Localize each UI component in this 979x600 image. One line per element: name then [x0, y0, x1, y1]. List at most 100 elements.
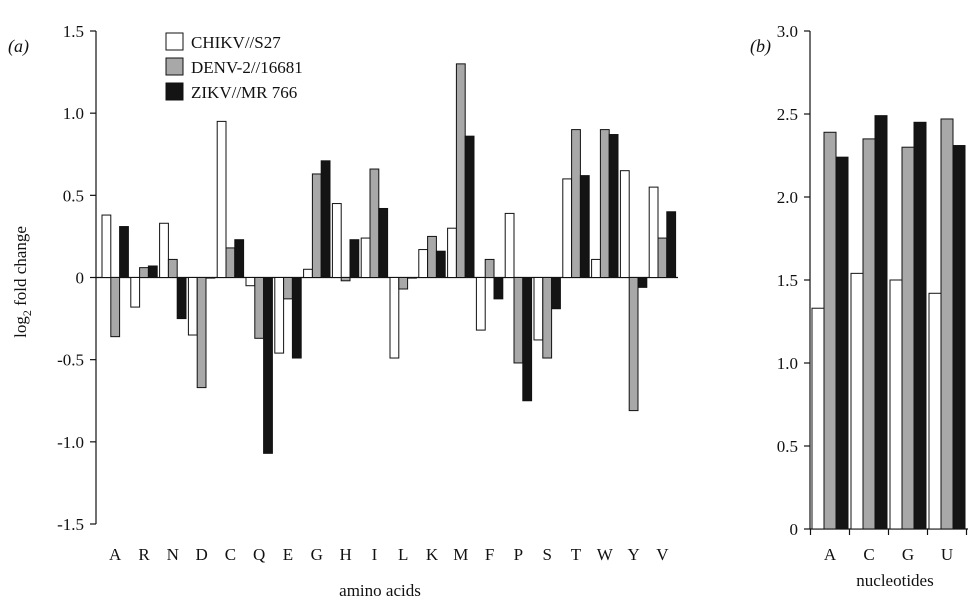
y-tick-label: -0.5 [57, 351, 84, 370]
x-tick-label: N [167, 545, 179, 564]
bar-denv [513, 277, 524, 364]
bar-zikv [835, 156, 849, 530]
x-tick-label: H [339, 545, 351, 564]
bar-denv [254, 277, 265, 339]
x-tick-label: P [514, 545, 523, 564]
x-tick-label: I [372, 545, 378, 564]
x-axis-title: amino acids [339, 581, 421, 600]
bar-denv [139, 267, 149, 279]
x-tick-label: A [824, 545, 837, 564]
legend-label: CHIKV//S27 [191, 33, 281, 52]
legend-label: DENV-2//16681 [191, 58, 303, 77]
y-tick-label: 0.5 [63, 186, 84, 205]
x-tick-label: D [195, 545, 207, 564]
bar-zikv [147, 265, 158, 279]
bar-chikv [418, 249, 429, 279]
y-tick-label: 1.0 [63, 104, 84, 123]
x-tick-label: E [283, 545, 293, 564]
x-tick-label: M [453, 545, 468, 564]
bar-zikv [551, 277, 561, 310]
bar-zikv [263, 277, 273, 454]
bar-chikv [447, 227, 457, 278]
bar-zikv [291, 277, 302, 359]
bar-denv [657, 237, 668, 278]
bar-zikv [637, 277, 648, 288]
bar-zikv [579, 175, 590, 278]
bar-denv [599, 129, 610, 278]
bar-zikv [205, 277, 216, 279]
bar-zikv [407, 277, 417, 279]
x-tick-label: U [941, 545, 953, 564]
y-tick-label: 0.5 [777, 437, 798, 456]
y-tick-label: 1.5 [777, 271, 798, 290]
bar-denv [196, 277, 207, 389]
legend-swatch-zikv [165, 82, 184, 101]
x-tick-label: K [426, 545, 439, 564]
y-tick-label: 2.0 [777, 188, 798, 207]
y-tick-label: 1.5 [63, 22, 84, 41]
bar-chikv [504, 212, 515, 278]
bar-chikv [591, 258, 601, 279]
bar-zikv [176, 277, 187, 320]
legend-label: ZIKV//MR 766 [191, 83, 297, 102]
bar-chikv [475, 277, 486, 331]
bar-chikv [303, 268, 313, 278]
bar-denv [167, 258, 178, 279]
bar-denv [571, 129, 581, 278]
bar-denv [398, 277, 409, 290]
y-tick-label: 3.0 [777, 22, 798, 41]
y-tick-label: 2.5 [777, 105, 798, 124]
bar-denv [311, 173, 322, 278]
bar-chikv [850, 272, 864, 530]
bar-chikv [159, 222, 169, 279]
bar-zikv [435, 250, 446, 278]
y-axis-title-subscript: 2 [20, 310, 34, 316]
bar-zikv [378, 207, 389, 278]
bar-chikv [811, 307, 825, 530]
bar-zikv [464, 135, 475, 278]
x-tick-label: R [138, 545, 150, 564]
bar-zikv [349, 239, 360, 279]
y-tick-label: 0 [790, 520, 799, 539]
bar-chikv [648, 186, 659, 278]
bar-denv [542, 277, 553, 359]
bar-denv [823, 131, 837, 530]
bar-denv [901, 146, 915, 530]
bar-denv [940, 118, 954, 530]
bar-chikv [331, 203, 342, 278]
y-tick-label: -1.0 [57, 433, 84, 452]
bar-denv [484, 258, 495, 279]
bar-denv [225, 247, 236, 278]
x-tick-label: T [571, 545, 582, 564]
bar-chikv [928, 292, 942, 530]
legend-swatch-denv [165, 57, 184, 76]
y-axis-title-rest: fold change [11, 226, 30, 310]
bar-denv [427, 235, 437, 279]
bar-zikv [874, 115, 888, 530]
y-tick-label: -1.5 [57, 515, 84, 534]
bar-chikv [216, 120, 227, 278]
panel-label: (b) [750, 36, 771, 57]
bar-zikv [234, 239, 245, 279]
bar-zikv [320, 160, 331, 278]
y-tick-label: 0 [76, 269, 85, 288]
bar-zikv [913, 121, 927, 530]
bar-chikv [274, 277, 285, 354]
bar-chikv [130, 277, 141, 308]
bar-denv [862, 138, 876, 530]
bar-chikv [187, 277, 198, 336]
bar-chikv [360, 237, 371, 278]
bar-denv [283, 277, 293, 300]
x-tick-label: V [656, 545, 669, 564]
bar-chikv [245, 277, 256, 287]
panel-a: (a) -1.5 -1.0 -0.5 0 0.5 1.0 1.5 A R N D C Q E G H I L K M F P… [8, 22, 678, 600]
x-tick-label: G [902, 545, 914, 564]
bar-chikv [619, 170, 630, 278]
x-tick-label: Y [627, 545, 639, 564]
panel-label: (a) [8, 36, 29, 57]
x-tick-label: C [863, 545, 874, 564]
x-tick-label: Q [253, 545, 265, 564]
bar-zikv [493, 277, 504, 300]
